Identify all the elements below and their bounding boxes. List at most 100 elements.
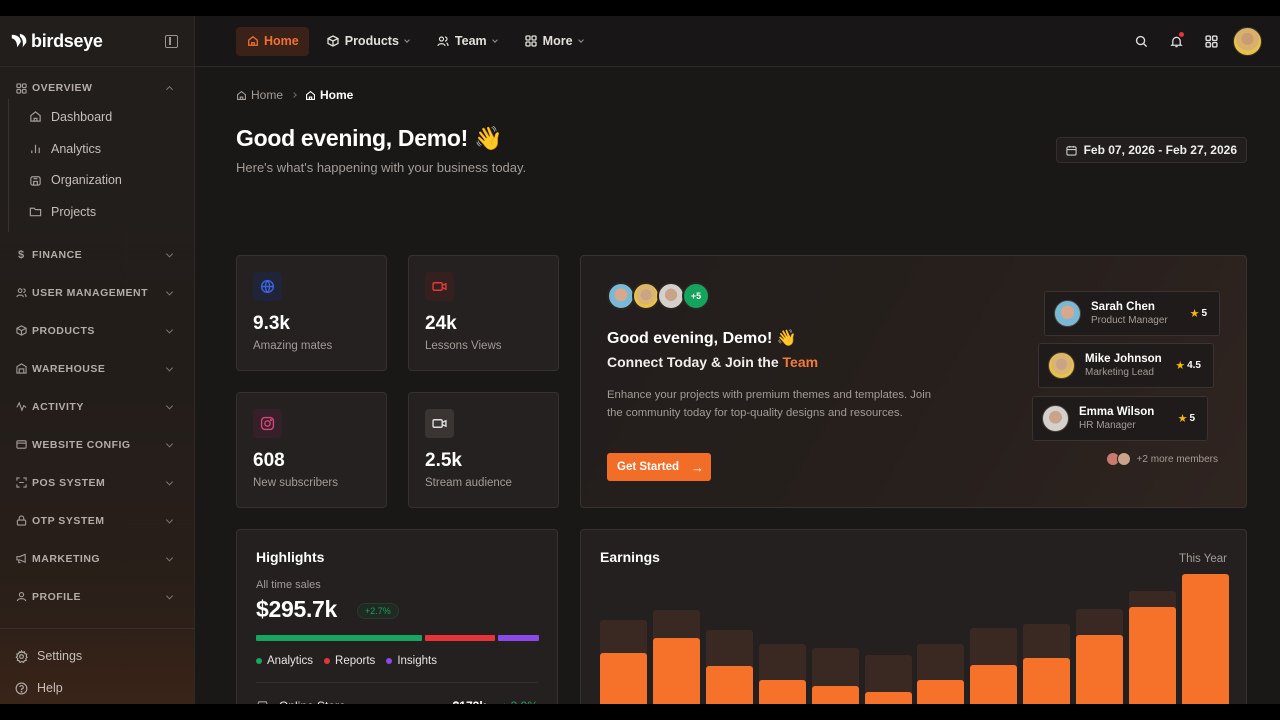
breadcrumb-home-link[interactable]: Home [236,88,283,102]
sidebar-item-label: Help [37,681,63,695]
search-icon[interactable] [1131,32,1151,52]
warehouse-icon [15,363,27,375]
topnav-label: Products [344,34,399,48]
avatar [1054,300,1081,327]
bar-aug[interactable] [970,570,1018,704]
sidebar-item-dashboard[interactable]: Dashboard [9,101,194,133]
get-started-button[interactable]: Get Started → [607,453,711,481]
chevron-down-icon [165,592,174,600]
promo-subtitle-highlight: Team [782,354,819,370]
chevron-right-icon [291,92,297,98]
page-subtitle: Here's what's happening with your busine… [236,160,527,175]
bar-oct[interactable] [1076,570,1124,704]
legend-label: Insights [397,655,437,667]
row-amount: $172k [436,699,486,704]
sidebar-item-label: Projects [51,204,97,219]
sidebar-group-user-management[interactable]: USER MANAGEMENT [0,274,194,312]
sidebar-item-projects[interactable]: Projects [9,196,194,228]
segment-insights [498,635,539,641]
avatar-more-count[interactable]: +5 [682,282,710,310]
bell-icon[interactable] [1166,31,1186,52]
browser-icon [15,439,27,451]
box-icon [327,35,340,48]
bar-apr[interactable] [758,570,806,704]
sidebar-group-warehouse[interactable]: WAREHOUSE [0,350,194,388]
range-selector[interactable]: This Year [1179,553,1227,565]
home-icon [305,90,316,101]
sidebar-group-otp-system[interactable]: OTP SYSTEM [0,502,194,540]
date-range-picker[interactable]: Feb 07, 2026 - Feb 27, 2026 [1055,137,1247,163]
topnav-home[interactable]: Home [236,26,309,56]
star-icon: ★ [1175,360,1186,372]
sidebar-collapse-icon[interactable] [165,35,178,48]
sidebar-group-profile[interactable]: PROFILE [0,578,194,616]
highlights-subtitle: All time sales [256,579,321,591]
button-label: Get Started [617,461,679,473]
activity-icon [15,401,27,413]
more-members[interactable]: +2 more members [1105,452,1218,466]
sidebar-group-label: FINANCE [32,248,83,261]
sidebar-item-analytics[interactable]: Analytics [9,133,194,165]
member-card-emma-wilson[interactable]: Emma Wilson HR Manager ★ 5 [1032,396,1208,441]
bar-feb[interactable] [652,570,700,704]
avatar [632,282,660,310]
sidebar-group-label: OTP SYSTEM [32,514,105,527]
sidebar-footer: Settings Help [0,628,194,704]
sidebar-item-settings[interactable]: Settings [0,640,194,672]
bar-dec[interactable] [1181,570,1229,704]
sidebar-group-marketing[interactable]: MARKETING [0,540,194,578]
rating-value: 5 [1189,413,1195,424]
bar-sep[interactable] [1023,570,1071,704]
sidebar-group-activity[interactable]: ACTIVITY [0,388,194,426]
member-card-mike-johnson[interactable]: Mike Johnson Marketing Lead ★ 4.5 [1038,343,1214,388]
sidebar-group-products[interactable]: PRODUCTS [0,312,194,350]
sidebar-item-label: Analytics [51,141,102,156]
user-avatar[interactable] [1233,27,1262,56]
bar-nov[interactable] [1129,570,1176,704]
apps-grid-icon[interactable] [1201,32,1221,52]
folder-icon [28,205,42,219]
sidebar-item-help[interactable]: Help [0,672,194,704]
member-rating: ★ 5 [1178,412,1195,425]
member-card-sarah-chen[interactable]: Sarah Chen Product Manager ★ 5 [1044,291,1220,336]
breadcrumb-label: Home [320,88,354,102]
chevron-down-icon [165,326,174,334]
bar-jul[interactable] [917,570,965,704]
sidebar-group-label: PROFILE [32,590,82,603]
member-info: Mike Johnson Marketing Lead [1085,353,1162,378]
app-window: birdseye OVERVIEW Dashboard Analytics [0,16,1280,704]
topnav-team[interactable]: Team [427,27,507,56]
star-icon: ★ [1189,308,1200,320]
rating-value: 5 [1201,308,1207,319]
bar-value [1181,573,1229,704]
topnav-label: More [542,34,573,48]
bar-may[interactable] [811,570,859,704]
sidebar-group-overview[interactable]: OVERVIEW [0,77,194,99]
sidebar-item-organization[interactable]: Organization [9,164,194,196]
help-icon [15,682,28,695]
topnav-products[interactable]: Products [317,27,419,56]
avatar-group: +5 [607,282,710,310]
promo-description: Enhance your projects with premium theme… [607,389,932,419]
bar-jun[interactable] [864,570,912,704]
bar-jan[interactable] [600,570,647,704]
topbar-actions [1116,27,1262,56]
change-badge: +2.7% [357,603,399,619]
video-icon [425,272,454,301]
bar-value [600,653,647,704]
sidebar-group-website-config[interactable]: WEBSITE CONFIG [0,426,194,464]
sidebar-group-label: WAREHOUSE [32,362,106,375]
chevron-down-icon [165,478,174,486]
more-members-label: +2 more members [1136,453,1218,465]
card-title: Earnings [600,549,660,565]
topnav-more[interactable]: More [515,27,593,56]
chevron-down-icon [165,364,174,372]
sidebar-group-label: MARKETING [32,552,101,565]
avatar [1116,452,1131,466]
sidebar-group-pos-system[interactable]: POS SYSTEM [0,464,194,502]
bar-mar[interactable] [705,570,753,704]
chevron-down-icon [165,516,174,524]
sidebar-group-label: PRODUCTS [32,324,95,337]
legend-label: Analytics [267,655,314,667]
sidebar-group-finance[interactable]: $ FINANCE [0,236,194,274]
